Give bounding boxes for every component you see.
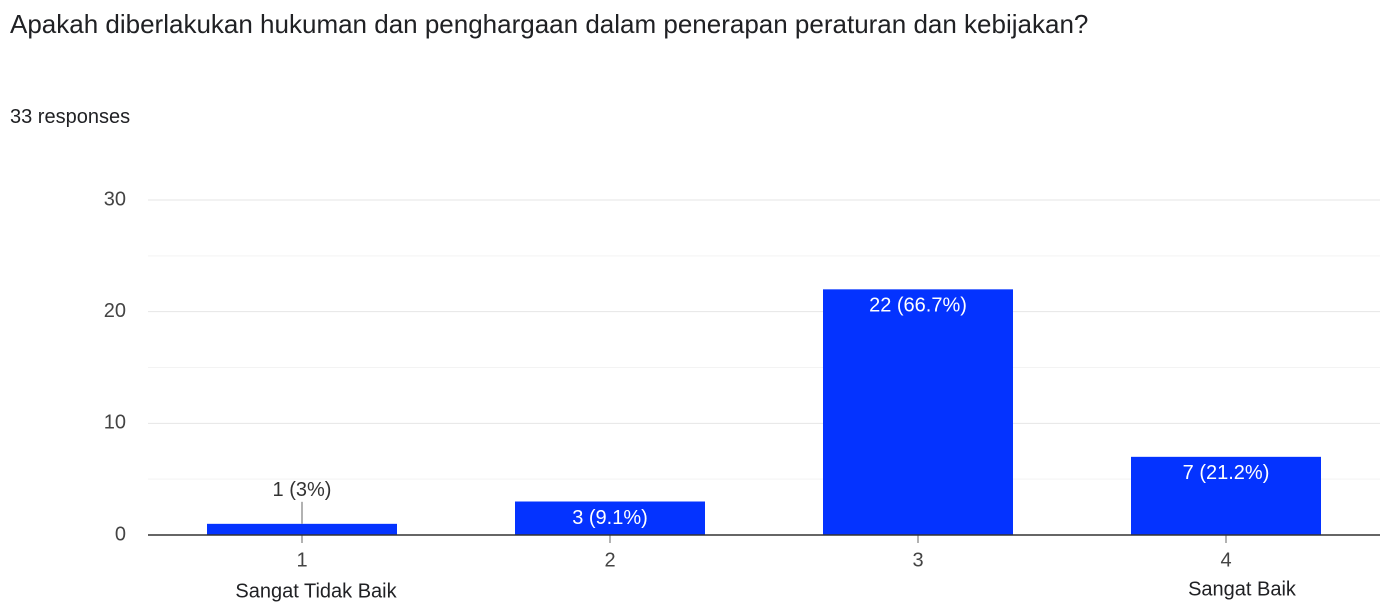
- bar: [207, 523, 397, 535]
- value-label: 22 (66.7%): [869, 295, 967, 317]
- y-tick-label: 0: [115, 523, 126, 545]
- y-tick-label: 10: [104, 412, 126, 434]
- bar: [823, 289, 1013, 535]
- chart-subtitle: 33 responses: [10, 106, 131, 128]
- value-label: 3 (9.1%): [572, 507, 648, 529]
- value-label: 7 (21.2%): [1183, 462, 1270, 484]
- x-tick-label: 2: [604, 549, 615, 571]
- value-label: 1 (3%): [273, 479, 332, 501]
- y-tick-label: 20: [104, 300, 126, 322]
- bar: [1131, 456, 1321, 535]
- x-tick-label: 1: [296, 549, 307, 571]
- high-label: Sangat Baik: [1188, 578, 1297, 600]
- y-tick-label: 30: [104, 188, 126, 210]
- x-tick-label: 4: [1220, 549, 1231, 571]
- bar: [515, 501, 705, 535]
- low-label: Sangat Tidak Baik: [235, 580, 397, 602]
- x-tick-label: 3: [912, 549, 923, 571]
- chart-title: Apakah diberlakukan hukuman dan pengharg…: [10, 9, 1089, 39]
